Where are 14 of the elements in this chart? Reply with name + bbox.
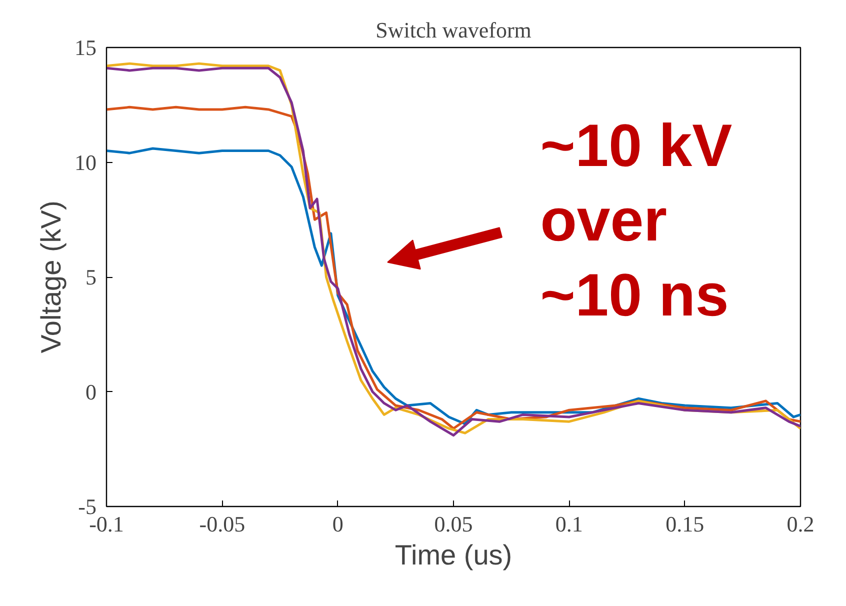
annotation: ~10 kV over ~10 ns [540,112,732,328]
x-tick-label: 0.15 [666,512,704,536]
y-tick-label: 5 [86,264,96,290]
x-tick-label: -0.05 [199,512,246,536]
x-axis-title: Time (us) [394,540,512,570]
chart-title: Switch waveform [376,18,532,42]
y-tick-label: 15 [74,35,96,60]
x-tick-label: 0.05 [434,512,473,536]
y-axis-title: Voltage (kV) [36,200,66,354]
x-tick-label: 0.2 [786,512,814,536]
x-tick-label: 0.1 [555,512,583,536]
y-tick-label: 10 [74,150,96,175]
y-tick-label: 0 [86,379,96,404]
x-tick-label: 0 [332,512,344,536]
